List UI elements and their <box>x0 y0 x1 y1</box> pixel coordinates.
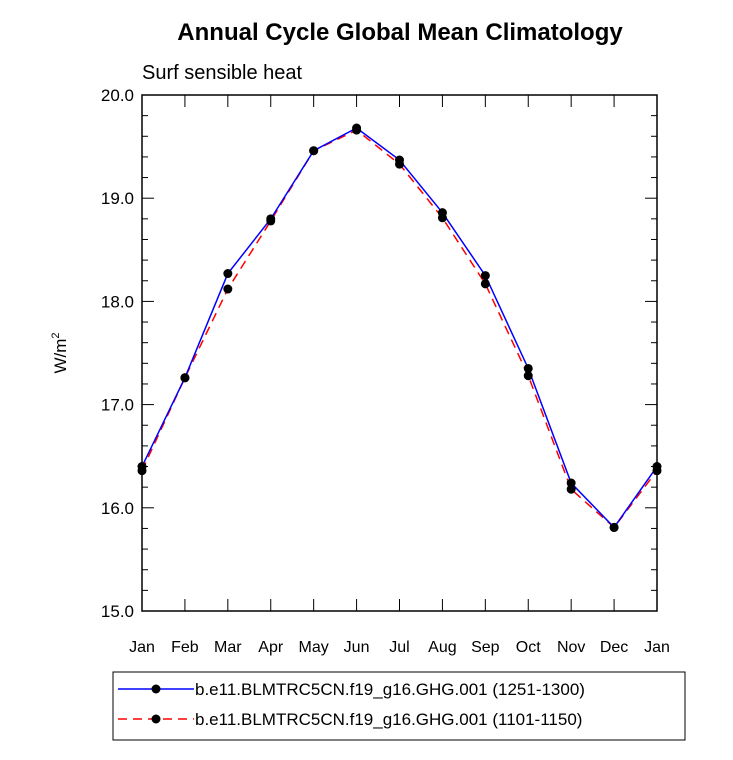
data-point <box>266 216 276 226</box>
y-tick-label: 17.0 <box>101 396 134 415</box>
x-tick-label: Nov <box>557 639 585 656</box>
y-axis-label-superscript: 2 <box>50 332 62 338</box>
legend-label-1: b.e11.BLMTRC5CN.f19_g16.GHG.001 (1251-13… <box>195 680 585 699</box>
y-axis-label-base: W/m <box>51 339 70 374</box>
data-point <box>437 213 447 223</box>
x-tick-label: Jan <box>644 639 670 656</box>
legend-box <box>112 671 686 741</box>
x-tick-label: Sep <box>471 639 500 656</box>
x-tick-label: Oct <box>516 639 541 656</box>
axis-ticks <box>141 94 658 612</box>
chart-title: Annual Cycle Global Mean Climatology <box>177 19 623 46</box>
svg-text:W/m2: W/m2 <box>50 332 70 373</box>
x-tick-label: Aug <box>428 639 456 656</box>
data-point <box>523 363 533 373</box>
data-point <box>223 284 233 294</box>
data-point <box>609 522 619 532</box>
legend-marker-1 <box>151 684 161 694</box>
series-line-1 <box>141 127 658 529</box>
legend-label-2: b.e11.BLMTRC5CN.f19_g16.GHG.001 (1101-11… <box>195 710 582 729</box>
x-tick-label: Jul <box>389 639 409 656</box>
chart-subtitle: Surf sensible heat <box>142 62 303 84</box>
y-axis-label: W/m2 <box>50 332 70 373</box>
data-point <box>480 271 490 281</box>
series-line-2 <box>141 129 658 529</box>
x-tick-labels: Jan Feb Mar Apr May Jun Jul Aug Sep Oct Nov Dec Jan <box>129 639 670 656</box>
y-tick-label: 15.0 <box>101 602 134 621</box>
data-point <box>223 269 233 279</box>
y-tick-label: 20.0 <box>101 86 134 105</box>
x-tick-label: Jan <box>129 639 155 656</box>
x-tick-label: Apr <box>258 639 284 656</box>
y-tick-labels: 15.0 16.0 17.0 18.0 19.0 20.0 <box>101 86 134 621</box>
series-layer <box>137 123 662 532</box>
data-point <box>352 125 362 135</box>
y-tick-label: 19.0 <box>101 189 134 208</box>
data-point <box>309 146 319 156</box>
x-tick-label: Mar <box>214 639 242 656</box>
y-tick-label: 18.0 <box>101 292 134 311</box>
data-point <box>480 279 490 289</box>
data-point <box>523 371 533 381</box>
legend: b.e11.BLMTRC5CN.f19_g16.GHG.001 (1251-13… <box>112 671 686 741</box>
x-tick-label: Feb <box>171 639 199 656</box>
data-point <box>566 478 576 488</box>
legend-marker-2 <box>151 714 161 724</box>
plot-frame <box>141 94 658 612</box>
data-point <box>395 159 404 169</box>
x-tick-label: Jun <box>344 639 370 656</box>
x-tick-label: Dec <box>600 639 628 656</box>
y-tick-label: 16.0 <box>101 499 134 518</box>
x-tick-label: May <box>299 639 329 656</box>
data-point <box>566 484 576 494</box>
data-point <box>180 373 190 383</box>
